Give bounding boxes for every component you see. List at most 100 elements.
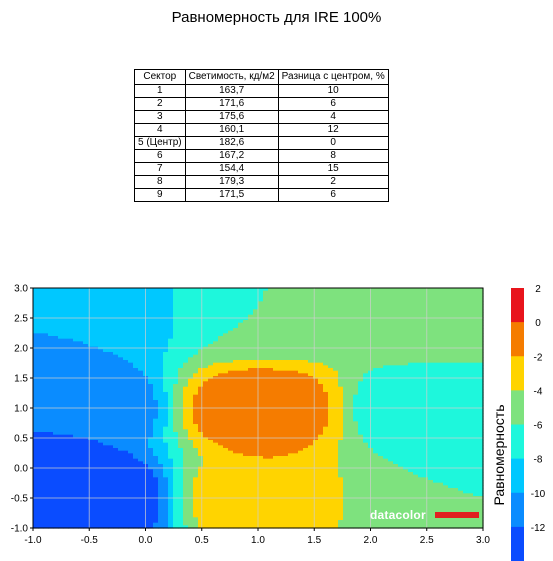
- heatmap-cell: [58, 400, 64, 404]
- heatmap-cell: [198, 461, 204, 465]
- heatmap-cell: [83, 378, 89, 382]
- heatmap-cell: [33, 312, 39, 316]
- heatmap-cell: [168, 512, 174, 516]
- heatmap-cell: [158, 448, 164, 452]
- heatmap-cell: [153, 442, 159, 446]
- heatmap-cell: [93, 365, 99, 369]
- heatmap-cell: [73, 482, 79, 486]
- heatmap-cell: [208, 488, 214, 492]
- heatmap-cell: [93, 322, 99, 326]
- heatmap-cell: [158, 352, 164, 356]
- heatmap-cell: [158, 392, 164, 396]
- heatmap-cell: [208, 458, 214, 462]
- heatmap-cell: [38, 349, 44, 353]
- heatmap-cell: [193, 317, 199, 321]
- heatmap-cell: [198, 322, 204, 326]
- heatmap-cell: [218, 309, 224, 313]
- heatmap-cell: [193, 461, 199, 465]
- heatmap-cell: [48, 314, 54, 318]
- heatmap-cell: [63, 386, 69, 390]
- heatmap-cell: [128, 434, 134, 438]
- heatmap-cell: [73, 330, 79, 334]
- heatmap-cell: [83, 389, 89, 393]
- heatmap-cell: [183, 434, 189, 438]
- heatmap-cell: [168, 330, 174, 334]
- heatmap-cell: [148, 354, 154, 358]
- heatmap-cell: [118, 400, 124, 404]
- heatmap-cell: [68, 512, 74, 516]
- heatmap-cell: [193, 378, 199, 382]
- heatmap-cell: [163, 400, 169, 404]
- heatmap-cell: [168, 474, 174, 478]
- heatmap-cell: [213, 352, 219, 356]
- heatmap-cell: [208, 354, 214, 358]
- heatmap-cell: [68, 360, 74, 364]
- heatmap-cell: [138, 408, 144, 412]
- heatmap-cell: [63, 432, 69, 436]
- heatmap-cell: [153, 434, 159, 438]
- heatmap-cell: [188, 450, 194, 454]
- heatmap-cell: [113, 442, 119, 446]
- heatmap-cell: [203, 522, 209, 526]
- heatmap-cell: [148, 520, 154, 524]
- heatmap-cell: [128, 394, 134, 398]
- heatmap-cell: [128, 370, 134, 374]
- heatmap-cell: [168, 453, 174, 457]
- heatmap-cell: [183, 386, 189, 390]
- heatmap-cell: [213, 480, 219, 484]
- heatmap-cell: [43, 514, 49, 518]
- heatmap-cell: [78, 368, 84, 372]
- heatmap-cell: [93, 373, 99, 377]
- heatmap-cell: [128, 410, 134, 414]
- heatmap-cell: [48, 298, 54, 302]
- heatmap-cell: [48, 506, 54, 510]
- heatmap-cell: [118, 312, 124, 316]
- heatmap-cell: [193, 472, 199, 476]
- heatmap-cell: [158, 509, 164, 513]
- heatmap-cell: [138, 397, 144, 401]
- heatmap-cell: [33, 341, 39, 345]
- heatmap-cell: [68, 402, 74, 406]
- heatmap-cell: [203, 421, 209, 425]
- heatmap-cell: [63, 397, 69, 401]
- heatmap-cell: [153, 362, 159, 366]
- heatmap-cell: [93, 418, 99, 422]
- heatmap-cell: [48, 296, 54, 300]
- heatmap-cell: [178, 429, 184, 433]
- heatmap-cell: [43, 432, 49, 436]
- heatmap-cell: [53, 458, 59, 462]
- heatmap-cell: [123, 368, 129, 372]
- heatmap-cell: [208, 341, 214, 345]
- heatmap-cell: [68, 301, 74, 305]
- heatmap-cell: [153, 458, 159, 462]
- heatmap-cell: [163, 525, 169, 529]
- heatmap-cell: [38, 344, 44, 348]
- heatmap-cell: [63, 413, 69, 417]
- heatmap-cell: [98, 298, 104, 302]
- heatmap-cell: [128, 413, 134, 417]
- heatmap-cell: [123, 378, 129, 382]
- heatmap-cell: [43, 389, 49, 393]
- heatmap-cell: [38, 322, 44, 326]
- heatmap-cell: [213, 320, 219, 324]
- heatmap-cell: [108, 445, 114, 449]
- heatmap-cell: [163, 378, 169, 382]
- heatmap-cell: [38, 504, 44, 508]
- heatmap-cell: [58, 410, 64, 414]
- heatmap-cell: [148, 429, 154, 433]
- heatmap-cell: [138, 461, 144, 465]
- heatmap-cell: [73, 488, 79, 492]
- heatmap-cell: [93, 338, 99, 342]
- heatmap-cell: [68, 448, 74, 452]
- heatmap-cell: [213, 333, 219, 337]
- heatmap-cell: [188, 317, 194, 321]
- heatmap-cell: [63, 421, 69, 425]
- heatmap-cell: [213, 450, 219, 454]
- heatmap-cell: [118, 413, 124, 417]
- heatmap-cell: [68, 472, 74, 476]
- heatmap-cell: [93, 453, 99, 457]
- heatmap-cell: [133, 394, 139, 398]
- heatmap-cell: [78, 370, 84, 374]
- heatmap-cell: [38, 424, 44, 428]
- heatmap-cell: [78, 418, 84, 422]
